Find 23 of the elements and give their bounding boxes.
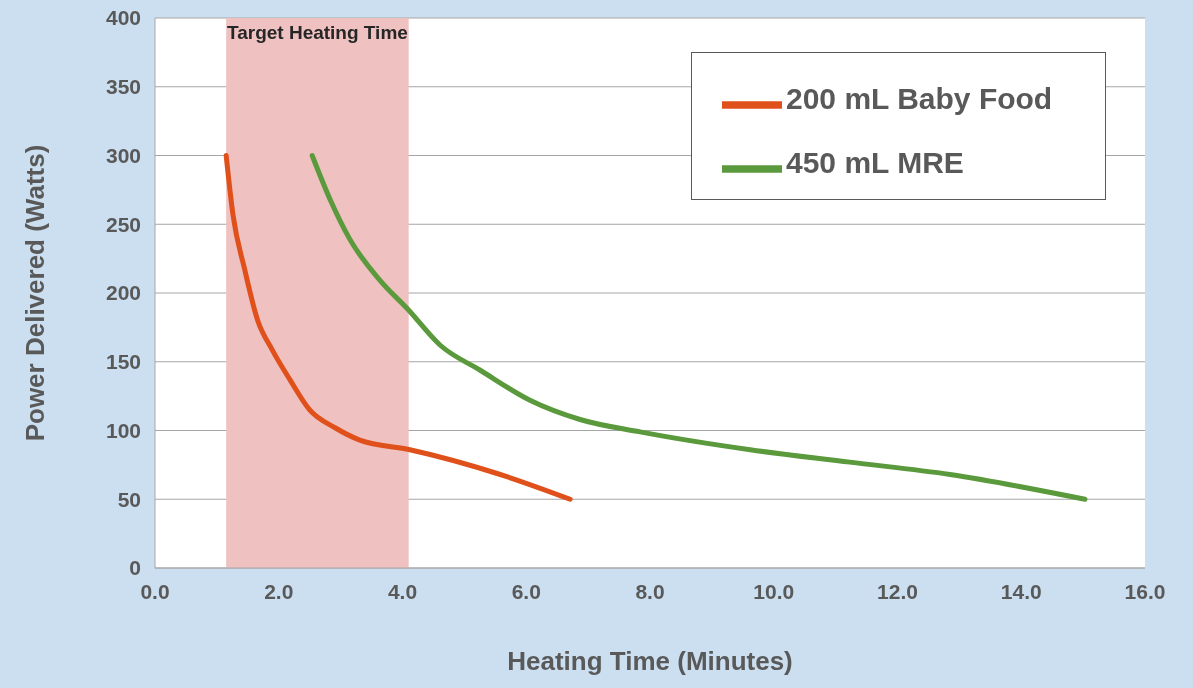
y-axis-title: Power Delivered (Watts) (20, 144, 51, 442)
legend-label: 200 mL Baby Food (786, 82, 1053, 115)
y-tick-label: 50 (117, 487, 141, 511)
y-tick-label: 150 (105, 350, 141, 374)
y-tick-label: 250 (105, 212, 141, 236)
y-tick-label: 300 (105, 143, 141, 167)
x-tick-label: 10.0 (753, 579, 795, 603)
x-tick-label: 4.0 (387, 579, 418, 603)
y-tick-label: 200 (105, 281, 141, 305)
x-axis-title: Heating Time (Minutes) (507, 646, 793, 676)
y-tick-label: 350 (105, 75, 141, 99)
x-tick-label: 12.0 (877, 579, 918, 603)
band-label: Target Heating Time (226, 22, 408, 44)
y-tick-label: 100 (105, 418, 141, 442)
legend-label: 450 mL MRE (786, 145, 964, 179)
x-tick-label: 6.0 (511, 579, 541, 603)
x-tick-label: 2.0 (264, 579, 294, 603)
x-tick-label: 8.0 (635, 579, 665, 603)
x-tick-label: 14.0 (1000, 579, 1042, 603)
x-tick-label: 0.0 (140, 579, 170, 603)
x-tick-label: 16.0 (1124, 579, 1166, 603)
y-tick-label: 400 (105, 6, 141, 30)
y-tick-label: 0 (129, 556, 141, 580)
